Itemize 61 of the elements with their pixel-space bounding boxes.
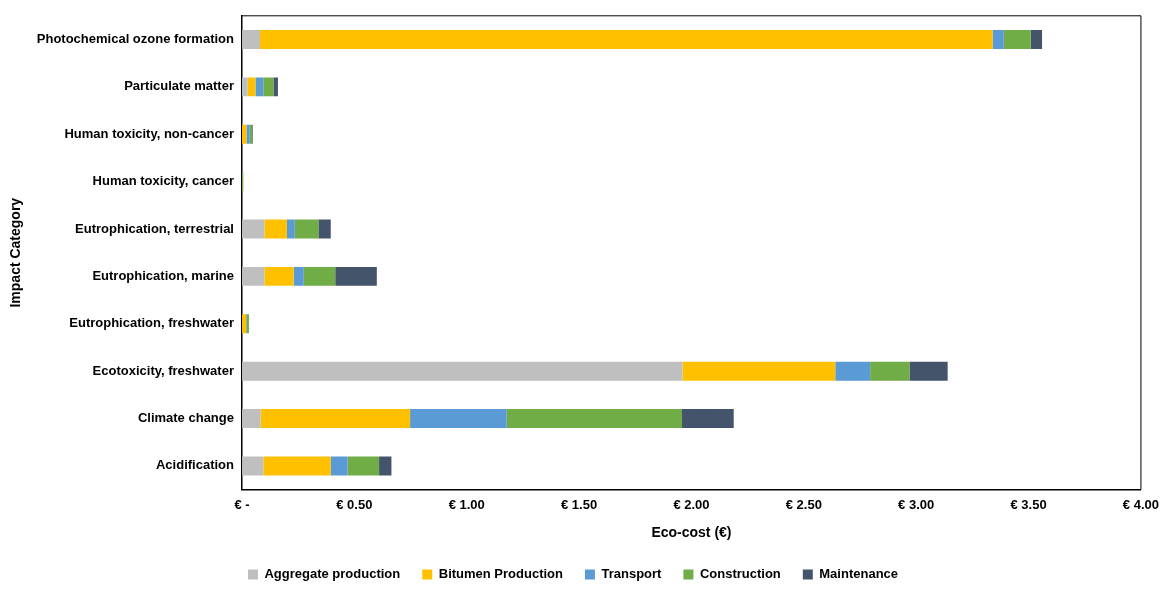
- bar: [870, 361, 910, 381]
- x-tick-label: € -: [234, 496, 250, 512]
- bar: [682, 409, 734, 429]
- bar: [263, 456, 331, 476]
- bar: [255, 77, 264, 97]
- bar: [410, 409, 507, 429]
- y-tick-label: Photochemical ozone formation: [36, 31, 235, 47]
- x-tick-label: € 0.50: [336, 496, 373, 512]
- y-tick-label: Eutrophication, freshwater: [69, 315, 234, 331]
- bar: [1030, 30, 1043, 49]
- y-tick-label: Particulate matter: [124, 78, 234, 94]
- bar: [330, 456, 348, 476]
- x-tick-label: € 3.00: [898, 496, 935, 512]
- legend-label: Maintenance: [819, 566, 899, 582]
- y-tick-label: Acidification: [155, 457, 235, 473]
- bar: [260, 409, 411, 429]
- bar: [379, 456, 392, 476]
- legend-label: Construction: [699, 566, 781, 582]
- bar: [241, 314, 247, 334]
- bar: [241, 30, 260, 49]
- y-tick-label: Human toxicity, non-cancer: [64, 125, 234, 141]
- x-tick-label: € 2.50: [785, 496, 822, 512]
- bar: [241, 219, 265, 239]
- y-tick-label: Eutrophication, terrestrial: [75, 220, 234, 236]
- x-tick-label: € 2.00: [673, 496, 710, 512]
- y-tick-label: Eutrophication, marine: [92, 267, 234, 283]
- bar: [241, 77, 248, 97]
- bar: [259, 30, 993, 49]
- bar: [264, 266, 294, 286]
- bar: [1003, 30, 1031, 49]
- legend-label: Aggregate production: [264, 566, 401, 582]
- x-axis-title: Eco-cost (€): [651, 524, 732, 541]
- y-tick-label: Human toxicity, cancer: [92, 173, 234, 189]
- x-tick-label: € 1.50: [561, 496, 598, 512]
- bar: [293, 266, 304, 286]
- bar: [682, 361, 836, 381]
- bar: [241, 409, 261, 429]
- bar: [294, 219, 319, 239]
- bar: [273, 77, 278, 97]
- bar: [992, 30, 1004, 49]
- bar: [241, 456, 264, 476]
- bar: [241, 361, 683, 381]
- y-tick-label: Ecotoxicity, freshwater: [92, 362, 234, 378]
- bar: [835, 361, 871, 381]
- bar: [241, 266, 265, 286]
- bar: [335, 266, 377, 286]
- x-tick-label: € 1.00: [448, 496, 485, 512]
- bar: [263, 77, 274, 97]
- bar: [264, 219, 287, 239]
- bar: [303, 266, 336, 286]
- y-axis-title: Impact Category: [7, 197, 24, 308]
- x-tick-label: € 4.00: [1122, 496, 1160, 512]
- legend-label: Bitumen Production: [438, 566, 564, 582]
- bar: [909, 361, 948, 381]
- bar: [286, 219, 295, 239]
- bar: [506, 409, 683, 429]
- bar: [318, 219, 331, 239]
- x-tick-label: € 3.50: [1010, 496, 1047, 512]
- legend-label: Transport: [601, 566, 663, 582]
- bar: [347, 456, 380, 476]
- y-tick-label: Climate change: [137, 410, 234, 426]
